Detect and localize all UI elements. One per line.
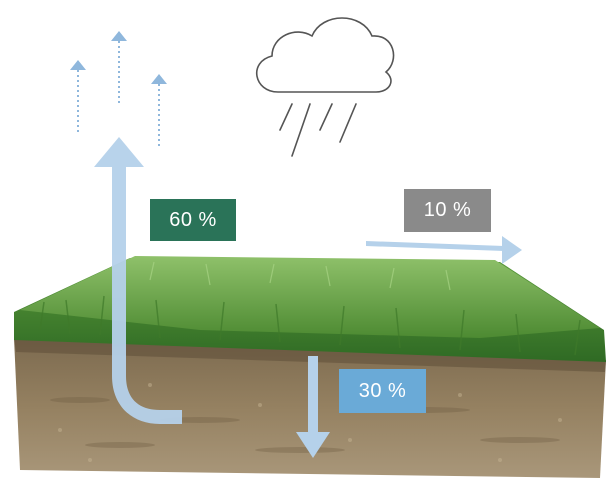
right-arrow-icon: [366, 236, 522, 264]
infiltration-badge: [339, 369, 426, 413]
evaporation-vapor-arrows: [70, 31, 167, 149]
up-arrow-icon: [94, 137, 182, 424]
runoff-badge: [404, 189, 491, 232]
evaporation-badge: [150, 199, 236, 241]
grass-layer: [14, 256, 606, 362]
infiltration-percent-label: 30 %: [358, 379, 407, 402]
rain-cloud-icon: [255, 17, 395, 157]
runoff-percent-label: 10 %: [423, 199, 472, 221]
evaporation-percent-label: 60 %: [169, 208, 217, 231]
down-arrow-icon: [296, 356, 330, 458]
